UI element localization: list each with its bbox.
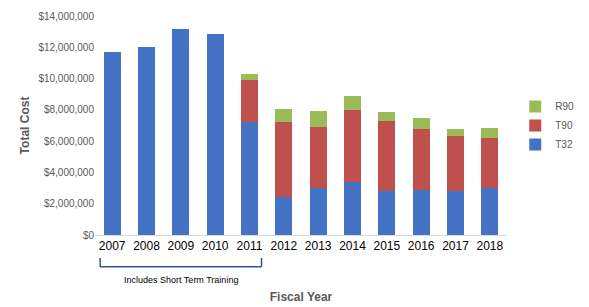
svg-text:T32: T32 — [555, 139, 573, 150]
svg-text:2008: 2008 — [133, 239, 160, 253]
svg-text:2010: 2010 — [202, 239, 229, 253]
svg-text:2011: 2011 — [237, 239, 263, 253]
svg-text:2018: 2018 — [476, 239, 503, 253]
svg-text:$10,000,000: $10,000,000 — [38, 73, 94, 84]
svg-text:2012: 2012 — [270, 239, 297, 253]
svg-text:$14,000,000: $14,000,000 — [38, 11, 94, 22]
svg-text:$12,000,000: $12,000,000 — [38, 42, 94, 53]
svg-text:Total Cost: Total Cost — [18, 97, 32, 155]
svg-text:$8,000,000: $8,000,000 — [44, 104, 94, 115]
svg-text:R90: R90 — [555, 101, 574, 112]
svg-text:2009: 2009 — [167, 239, 194, 253]
svg-text:2007: 2007 — [99, 239, 126, 253]
svg-text:T90: T90 — [555, 120, 573, 131]
svg-text:2014: 2014 — [339, 239, 366, 253]
svg-text:$6,000,000: $6,000,000 — [44, 136, 94, 147]
svg-text:$0: $0 — [83, 230, 95, 241]
svg-text:2013: 2013 — [305, 239, 332, 253]
svg-text:$2,000,000: $2,000,000 — [44, 198, 94, 209]
svg-text:2017: 2017 — [442, 239, 469, 253]
svg-text:$4,000,000: $4,000,000 — [44, 167, 94, 178]
svg-text:2015: 2015 — [373, 239, 400, 253]
svg-text:2016: 2016 — [408, 239, 435, 253]
svg-text:Fiscal Year: Fiscal Year — [270, 290, 333, 304]
svg-text:Includes Short Term Training: Includes Short Term Training — [124, 275, 238, 285]
